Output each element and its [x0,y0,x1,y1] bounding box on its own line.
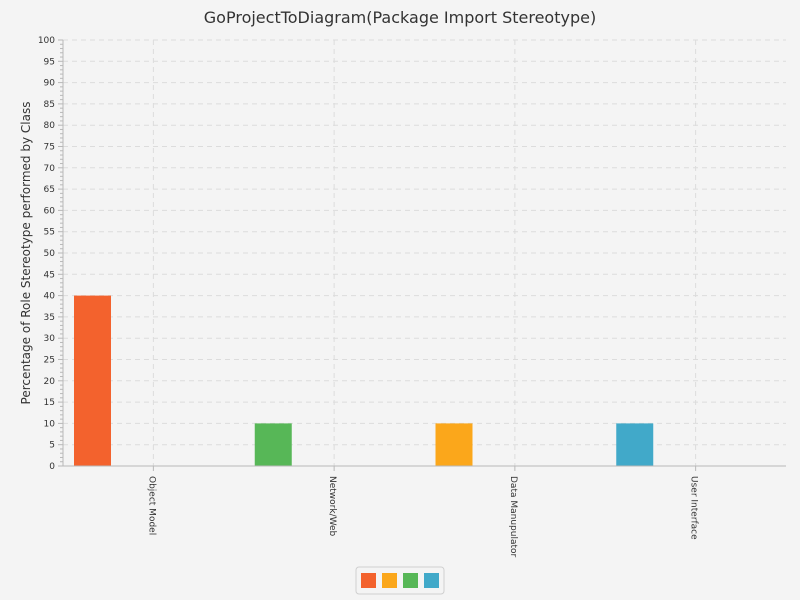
legend-swatch [361,573,376,588]
y-tick-label: 10 [44,419,56,429]
x-tick-label: Network/Web [327,476,337,537]
x-axis: Object Model Network/Web Data Manupulator U… [63,465,786,558]
y-tick-label: 70 [44,164,56,174]
y-tick-label: 45 [44,270,55,280]
y-tick-label: 50 [44,249,56,259]
y-tick-label: 55 [44,228,55,238]
bar [616,423,654,466]
bar [435,423,473,466]
y-tick-label: 85 [44,100,55,110]
legend-swatch [403,573,418,588]
bar [254,423,292,466]
y-tick-label: 75 [44,143,55,153]
y-tick-label: 35 [44,313,55,323]
y-tick-label: 80 [44,121,56,131]
y-axis-label: Percentage of Role Stereotype performed … [19,102,33,405]
x-tick-label: Object Model [146,476,156,535]
bars-group [74,295,654,466]
y-tick-label: 5 [49,441,55,451]
legend-swatch [424,573,439,588]
y-tick-label: 100 [38,36,55,46]
legend [355,566,445,595]
y-tick-label: 40 [44,292,56,302]
y-tick-label: 0 [49,462,55,472]
x-tick-label: Data Manupulator [508,476,518,558]
y-tick-label: 30 [44,334,56,344]
x-tick-label: User Interface [689,476,699,540]
bar [74,295,111,466]
y-tick-label: 65 [44,185,55,195]
y-tick-label: 95 [44,57,55,67]
chart-title: GoProjectToDiagram(Package Import Stereo… [204,8,596,27]
y-tick-label: 25 [44,356,55,366]
y-axis: 0 5 10 15 20 25 30 35 40 45 50 55 60 65 70 75 80 85 90 95 10… [38,36,64,472]
legend-box [355,566,445,595]
y-tick-label: 60 [44,206,56,216]
y-tick-label: 90 [44,79,56,89]
y-tick-label: 15 [44,398,55,408]
legend-swatch [382,573,397,588]
grid-lines [63,39,786,466]
y-tick-label: 20 [44,377,56,387]
